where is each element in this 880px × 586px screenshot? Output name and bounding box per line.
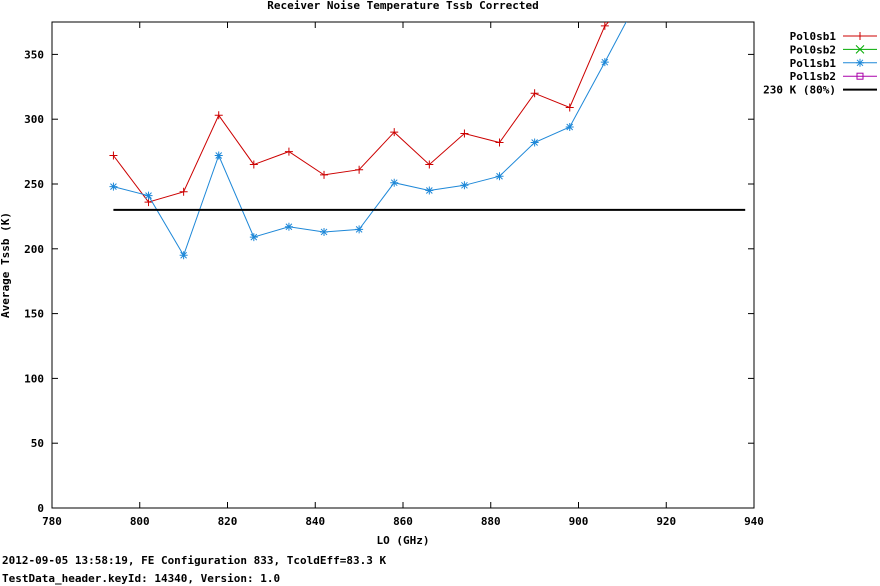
y-tick-label: 50 [31,437,44,450]
series-line-pol1sb1 [113,22,627,257]
data-point [179,187,188,196]
data-point [390,128,399,137]
legend-label: Pol1sb1 [790,57,837,70]
x-axis: 780 800 820 840 860 880 900 920 940 [42,22,764,528]
y-tick-label: 0 [37,502,44,515]
data-point [425,160,434,169]
data-point [320,227,329,236]
data-point [856,72,864,80]
data-point [284,147,293,156]
data-point [565,103,574,112]
plot-frame [51,21,755,509]
x-tick-label: 840 [305,515,325,528]
data-point [495,138,504,147]
data-point [214,151,223,160]
x-tick-label: 920 [656,515,676,528]
data-point [214,111,223,120]
y-tick-label: 150 [24,308,44,321]
data-point [355,225,364,234]
footer-timestamp-config: 2012-09-05 13:58:19, FE Configuration 83… [2,554,387,567]
data-point [495,172,504,181]
data-point [109,151,118,160]
data-point [856,32,864,40]
x-tick-label: 880 [481,515,501,528]
y-tick-label: 200 [24,243,44,256]
data-point [249,160,258,169]
data-point [530,89,539,98]
y-axis: 0 50 100 150 200 250 300 350 [24,48,754,515]
data-point [460,129,469,138]
data-point [565,122,574,131]
data-point [144,191,153,200]
data-point [460,181,469,190]
y-tick-label: 350 [24,48,44,61]
x-tick-label: 780 [42,515,62,528]
data-point [530,138,539,147]
x-tick-label: 900 [569,515,589,528]
data-point [600,22,609,30]
data-point [855,45,865,54]
legend-label: Pol1sb2 [790,70,836,83]
data-point [109,182,118,191]
y-axis-label: Average Tssb (K) [0,212,12,318]
y-tick-label: 300 [24,113,44,126]
data-point [284,222,293,231]
data-point [425,186,434,195]
y-tick-label: 100 [24,372,44,385]
x-tick-label: 860 [393,515,413,528]
x-tick-label: 820 [218,515,238,528]
chart-title: Receiver Noise Temperature Tssb Correcte… [267,0,539,12]
data-point [856,58,864,67]
y-tick-label: 250 [24,178,44,191]
series-group [109,22,746,260]
data-point [355,165,364,174]
data-point [249,233,258,242]
legend-label: Pol0sb2 [790,43,836,56]
data-point [179,251,188,260]
data-point [320,170,329,179]
data-point [390,178,399,187]
x-tick-label: 940 [744,515,764,528]
x-tick-label: 800 [130,515,150,528]
legend-label: Pol0sb1 [790,30,837,43]
x-axis-label: LO (GHz) [377,534,430,547]
footer-header-key: TestData_header.keyId: 14340, Version: 1… [2,572,281,585]
series-line-pol0sb1 [113,22,610,203]
legend-label: 230 K (80%) [763,84,836,97]
data-point [600,58,609,67]
